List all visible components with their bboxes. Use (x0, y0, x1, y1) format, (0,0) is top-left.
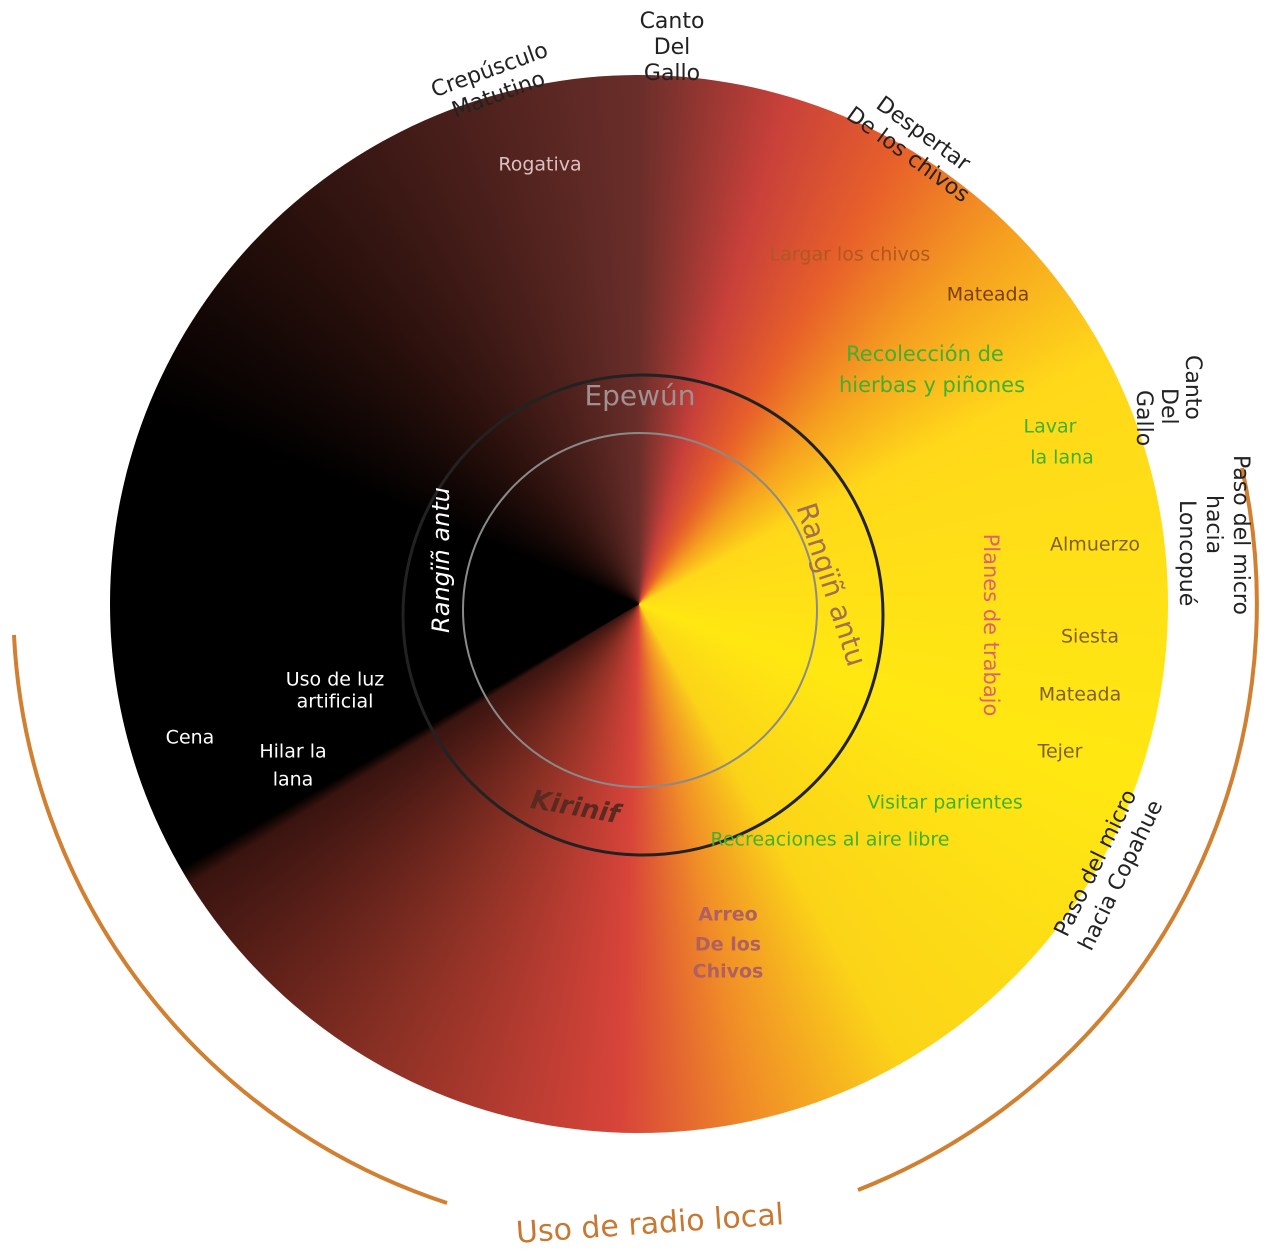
activity: Rogativa (498, 154, 581, 176)
outer-label: Gallo (1131, 390, 1156, 446)
outer-label: Canto (640, 9, 705, 34)
activity: lana (273, 769, 314, 791)
radio-arc (12, 634, 448, 1205)
activity: Siesta (1061, 626, 1119, 648)
inner-ring (462, 432, 818, 788)
outer-label: Del (1156, 388, 1181, 425)
ring-label: Rangïñ antu (427, 487, 455, 633)
activity: Mateada (1039, 684, 1122, 706)
outer-label: Loncopué (1174, 500, 1199, 606)
activity: Largar los chivos (770, 244, 931, 266)
outer-label: Gallo (644, 61, 700, 86)
activity: Planes de trabajo (979, 534, 1003, 717)
activity: hierbas y piñones (839, 373, 1025, 397)
outer-label: Canto (1180, 355, 1205, 420)
day-disc (110, 75, 1168, 1133)
activity: Hilar la (259, 741, 326, 763)
outer-label: Del (654, 35, 691, 60)
activity: Mateada (947, 284, 1030, 306)
activity: Recolección de (846, 342, 1004, 366)
activity: Almuerzo (1050, 534, 1140, 556)
activity: De los (695, 934, 761, 956)
activity: Chivos (693, 961, 764, 983)
footer: Uso de radio local (515, 1197, 785, 1251)
activity: artificial (297, 691, 374, 713)
activity: Cena (166, 727, 215, 749)
ring-label: Rangïñ antu (790, 499, 874, 670)
activity: Visitar parientes (867, 792, 1023, 814)
activity: la lana (1030, 447, 1094, 469)
outer-label: hacia (1201, 495, 1226, 554)
ring-label: Epewún (584, 379, 695, 412)
activity: Lavar (1024, 416, 1077, 438)
activity: Arreo (698, 904, 757, 926)
outer-label: Paso del micro (1228, 455, 1253, 615)
activity: Uso de luz (286, 669, 385, 691)
ring-label: Kirinif (528, 785, 625, 831)
activity: Tejer (1037, 741, 1083, 763)
radio-arc (857, 467, 1259, 1192)
outer-ring (401, 373, 885, 857)
activity: Recreaciones al aire libre (711, 829, 950, 851)
